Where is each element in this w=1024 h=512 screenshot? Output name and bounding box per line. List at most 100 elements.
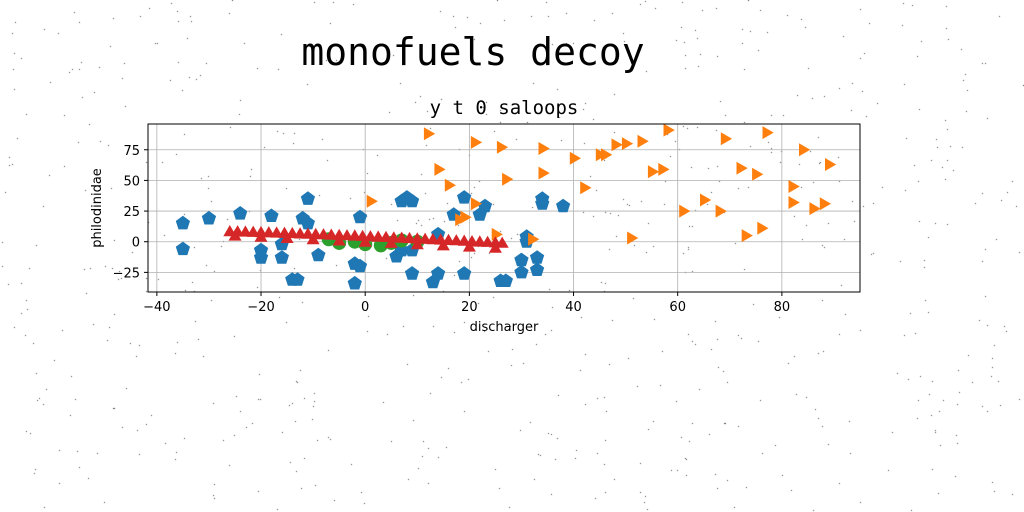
data-point — [384, 236, 398, 248]
data-point — [477, 198, 493, 213]
data-point — [601, 148, 613, 162]
data-point — [502, 172, 514, 186]
data-point — [444, 178, 456, 192]
x-tick-label: 0 — [361, 300, 369, 315]
y-tick-label: −25 — [113, 266, 140, 281]
data-point — [535, 196, 550, 210]
data-point — [352, 209, 368, 224]
data-point — [762, 126, 774, 140]
data-point — [228, 229, 242, 241]
data-point — [431, 266, 446, 280]
data-point — [332, 234, 346, 246]
data-point — [538, 142, 550, 155]
data-point — [663, 123, 675, 137]
data-point — [253, 250, 269, 264]
data-point — [611, 138, 623, 152]
x-tick-label: −20 — [247, 300, 274, 315]
data-point — [495, 236, 509, 248]
data-point — [457, 190, 472, 204]
data-point — [488, 241, 502, 253]
data-point — [757, 221, 769, 235]
data-point — [201, 210, 217, 225]
data-point — [556, 198, 571, 213]
data-point — [175, 241, 190, 256]
y-axis-label: philodinidae — [90, 168, 105, 248]
data-point — [621, 137, 634, 151]
data-point — [254, 230, 268, 242]
data-point — [529, 250, 545, 264]
data-point — [720, 132, 733, 146]
y-tick-label: 25 — [123, 205, 140, 220]
data-point — [752, 167, 764, 181]
figure-title: monofuels decoy — [301, 30, 645, 74]
data-point — [498, 273, 513, 287]
series-0 — [175, 190, 571, 290]
data-point — [404, 193, 420, 208]
data-point — [175, 215, 190, 230]
data-point — [825, 158, 837, 171]
data-point — [514, 264, 529, 279]
x-tick-label: 80 — [774, 300, 791, 315]
data-point — [460, 210, 472, 224]
data-point — [538, 166, 550, 180]
data-point — [290, 272, 305, 286]
data-point — [233, 206, 248, 220]
data-point — [423, 127, 436, 141]
data-point — [788, 196, 800, 209]
axes-frame — [147, 123, 861, 293]
data-point — [514, 252, 529, 267]
plot-area — [175, 123, 837, 290]
data-point — [580, 181, 592, 195]
y-tick-label: 75 — [123, 144, 140, 159]
data-point — [462, 240, 476, 252]
data-point — [528, 232, 540, 246]
data-point — [274, 250, 289, 264]
data-point — [280, 231, 294, 243]
y-tick-label: 0 — [132, 236, 140, 251]
data-point — [436, 239, 450, 251]
chart-title: y t 0 saloops — [430, 97, 579, 119]
data-point — [715, 204, 727, 218]
x-axis-label: discharger — [470, 320, 539, 335]
y-tick-label: 50 — [123, 174, 140, 189]
data-point — [306, 233, 320, 245]
data-point — [741, 229, 753, 243]
data-point — [449, 234, 463, 246]
x-tick-label: 20 — [461, 300, 478, 315]
data-point — [358, 235, 372, 247]
data-point — [457, 266, 472, 280]
series-3 — [223, 225, 509, 253]
data-point — [647, 165, 660, 179]
data-point — [352, 258, 368, 273]
data-point — [491, 227, 503, 241]
data-point — [799, 143, 811, 157]
data-point — [700, 193, 712, 207]
data-point — [658, 162, 670, 176]
data-point — [404, 266, 420, 280]
data-point — [637, 134, 649, 148]
data-point — [569, 151, 581, 165]
data-point — [470, 135, 483, 149]
data-point — [410, 237, 424, 250]
data-point — [809, 202, 821, 216]
data-point — [529, 262, 545, 276]
tick-marks: −40 −20 0 20 40 60 80 −25 0 25 50 75 — [113, 144, 791, 315]
data-point — [470, 197, 483, 211]
data-point — [496, 140, 509, 154]
x-tick-label: 40 — [565, 300, 582, 315]
series-1 — [366, 123, 837, 246]
data-point — [300, 215, 315, 230]
data-point — [819, 197, 831, 211]
x-tick-label: −40 — [143, 300, 170, 315]
data-point — [366, 194, 378, 208]
data-point — [300, 191, 315, 205]
data-point — [736, 161, 748, 175]
data-point — [434, 162, 446, 176]
data-point — [264, 208, 279, 222]
data-point — [627, 231, 639, 245]
data-point — [788, 180, 800, 193]
data-point — [311, 247, 326, 262]
x-tick-label: 60 — [669, 300, 686, 315]
data-point — [679, 204, 691, 218]
